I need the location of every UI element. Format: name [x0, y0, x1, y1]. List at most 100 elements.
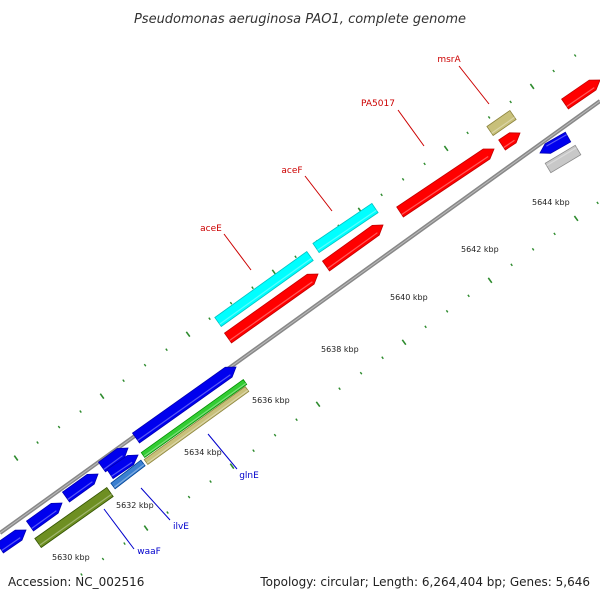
gene-feature-blue-5-shine: [137, 374, 231, 441]
tick-mark: [294, 255, 297, 259]
tick-mark: [79, 410, 82, 414]
gene-feature-blue-1-shine: [1, 537, 21, 551]
gene-feature-blue-ilve-body: [106, 454, 139, 480]
gene-feature-olive-waaf-body: [34, 486, 114, 549]
accession-text: Accession: NC_002516: [8, 575, 144, 589]
gene-feature-red-acee-body: [223, 273, 319, 344]
gene-label-leader: [103, 508, 135, 550]
scale-label: 5642 kbp: [461, 245, 499, 254]
gene-feature-red-acef-body: [321, 224, 384, 272]
tick-mark: [273, 433, 277, 437]
scale-label: 5636 kbp: [252, 396, 290, 405]
gene-label: aceF: [281, 166, 302, 176]
scale-label: 5644 kbp: [532, 198, 570, 207]
gene-label-leader: [207, 433, 238, 470]
gene-feature-grey-right-body: [544, 144, 582, 174]
gene-feature-cyan-acee-body: [214, 250, 314, 328]
tick-mark: [251, 286, 254, 290]
scale-label: 5638 kbp: [321, 345, 359, 354]
tick-mark: [359, 371, 363, 375]
gene-feature-red-right-body: [561, 79, 600, 110]
gene-feature-green-glne-shine: [143, 382, 247, 457]
tick-mark: [208, 317, 211, 321]
gene-features: [0, 79, 600, 554]
tick-mark: [36, 441, 39, 445]
gene-feature-khaki-msra-body: [486, 109, 517, 137]
tick-mark: [101, 557, 105, 561]
gene-feature-blue-right-body: [539, 131, 572, 154]
gene-label-leader: [223, 233, 252, 271]
tick-mark: [57, 425, 61, 429]
gene-feature-steel-ilve-body: [110, 459, 146, 490]
gene-feature-red-acef: [321, 224, 384, 272]
tick-mark: [531, 247, 535, 251]
tick-mark: [443, 145, 449, 152]
gene-feature-khaki-glne-shine: [146, 389, 249, 464]
tick-mark: [487, 277, 493, 284]
gene-feature-grey-right-shine: [546, 147, 577, 167]
gene-feature-cyan-acee: [214, 250, 314, 328]
tick-mark: [123, 542, 126, 545]
gene-feature-blue-2-body: [25, 502, 63, 532]
tick-mark: [510, 263, 513, 267]
gene-feature-red-pa5017-body: [396, 148, 495, 218]
gene-feature-blue-5-body: [131, 366, 237, 444]
gene-feature-steel-ilve: [110, 459, 146, 490]
gene-feature-blue-4-shine: [103, 455, 123, 470]
gene-label-leader: [140, 487, 171, 521]
tick-mark: [13, 455, 19, 461]
tick-mark: [209, 480, 212, 484]
scale-label: 5634 kbp: [184, 448, 222, 457]
gene-feature-green-glne: [140, 379, 248, 458]
gene-feature-blue-right: [539, 131, 572, 154]
tick-mark: [552, 69, 555, 73]
tick-mark: [401, 339, 407, 346]
tick-mark: [573, 54, 577, 57]
scale-label: 5640 kbp: [390, 293, 428, 302]
gene-feature-cyan-acef-body: [312, 202, 379, 254]
tick-mark: [143, 525, 149, 531]
gene-feature-blue-ilve-shine: [111, 461, 133, 477]
tick-mark: [381, 356, 384, 360]
gene-feature-red-pa5017: [396, 148, 495, 218]
scale-label: 5630 kbp: [52, 553, 90, 562]
tick-mark: [295, 418, 298, 422]
tick-mark: [553, 232, 556, 236]
gene-feature-blue-3-body: [61, 473, 99, 503]
gene-label: glnE: [239, 471, 259, 481]
gene-feature-red-right: [561, 79, 600, 110]
gene-feature-red-acee-shine: [229, 281, 313, 341]
gene-feature-blue-1-body: [0, 529, 27, 554]
tick-mark: [99, 393, 105, 400]
tick-mark: [573, 215, 579, 222]
genome-summary: Topology: circular; Length: 6,264,404 bp…: [259, 575, 590, 589]
gene-label-leader: [458, 65, 490, 105]
gene-feature-grey-right: [544, 144, 582, 174]
gene-feature-red-small: [498, 132, 521, 151]
tick-mark: [122, 379, 125, 383]
tick-mark: [423, 162, 426, 166]
gene-label-leader: [397, 109, 425, 147]
gene-feature-red-pa5017-shine: [401, 156, 489, 215]
gene-feature-blue-2-shine: [31, 510, 57, 529]
tick-mark: [315, 401, 321, 408]
gene-label: ilvE: [173, 522, 189, 532]
gene-feature-red-right-shine: [566, 87, 595, 107]
tick-mark: [529, 83, 535, 90]
map-title: Pseudomonas aeruginosa PAO1, complete ge…: [134, 12, 466, 27]
gene-feature-red-small-body: [498, 132, 521, 151]
gene-feature-red-small-shine: [503, 139, 515, 148]
tick-mark: [252, 449, 255, 453]
gene-feature-cyan-acee-shine: [219, 257, 312, 325]
gene-labels: msrA PA5017 aceF aceE glnE ilvE waaF: [137, 55, 461, 557]
gene-feature-blue-3: [61, 473, 99, 503]
gene-feature-khaki-msra: [486, 109, 517, 137]
gene-feature-blue-1: [0, 529, 27, 554]
tick-mark: [143, 363, 147, 367]
gene-feature-cyan-acef-shine: [317, 209, 377, 251]
tick-mark: [229, 463, 235, 470]
tick-mark: [80, 573, 83, 576]
tick-mark: [424, 325, 427, 329]
gene-feature-blue-3-shine: [67, 481, 93, 500]
gene-feature-olive-waaf: [34, 486, 114, 549]
